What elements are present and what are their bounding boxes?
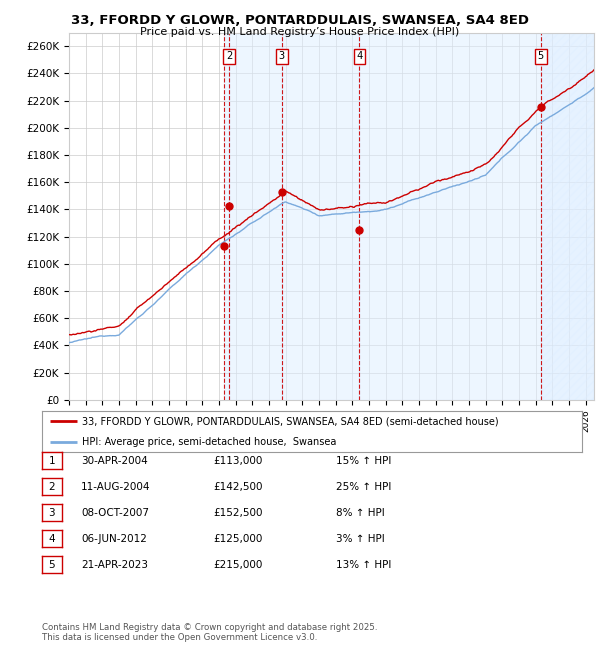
Text: 4: 4 <box>49 534 55 544</box>
Text: 15% ↑ HPI: 15% ↑ HPI <box>336 456 391 466</box>
Text: £125,000: £125,000 <box>213 534 262 544</box>
Text: 06-JUN-2012: 06-JUN-2012 <box>81 534 147 544</box>
Bar <box>282 32 359 400</box>
Text: 2: 2 <box>226 51 232 61</box>
Text: 08-OCT-2007: 08-OCT-2007 <box>81 508 149 518</box>
Text: Contains HM Land Registry data © Crown copyright and database right 2025.
This d: Contains HM Land Registry data © Crown c… <box>42 623 377 642</box>
Text: £142,500: £142,500 <box>213 482 263 492</box>
Text: 1: 1 <box>49 456 55 466</box>
Bar <box>541 32 594 400</box>
Text: 25% ↑ HPI: 25% ↑ HPI <box>336 482 391 492</box>
Text: 5: 5 <box>538 51 544 61</box>
Text: 13% ↑ HPI: 13% ↑ HPI <box>336 560 391 570</box>
Bar <box>224 32 229 400</box>
Text: Price paid vs. HM Land Registry’s House Price Index (HPI): Price paid vs. HM Land Registry’s House … <box>140 27 460 37</box>
Text: 3% ↑ HPI: 3% ↑ HPI <box>336 534 385 544</box>
Text: 8% ↑ HPI: 8% ↑ HPI <box>336 508 385 518</box>
Text: 4: 4 <box>356 51 362 61</box>
Bar <box>229 32 282 400</box>
Text: 33, FFORDD Y GLOWR, PONTARDDULAIS, SWANSEA, SA4 8ED: 33, FFORDD Y GLOWR, PONTARDDULAIS, SWANS… <box>71 14 529 27</box>
Text: 33, FFORDD Y GLOWR, PONTARDDULAIS, SWANSEA, SA4 8ED (semi-detached house): 33, FFORDD Y GLOWR, PONTARDDULAIS, SWANS… <box>83 416 499 426</box>
Text: £215,000: £215,000 <box>213 560 262 570</box>
Text: £152,500: £152,500 <box>213 508 263 518</box>
Text: 5: 5 <box>49 560 55 570</box>
Text: £113,000: £113,000 <box>213 456 262 466</box>
Text: 3: 3 <box>279 51 285 61</box>
Bar <box>541 32 594 400</box>
Text: 11-AUG-2004: 11-AUG-2004 <box>81 482 151 492</box>
Text: 21-APR-2023: 21-APR-2023 <box>81 560 148 570</box>
Text: 2: 2 <box>49 482 55 492</box>
Text: HPI: Average price, semi-detached house,  Swansea: HPI: Average price, semi-detached house,… <box>83 437 337 447</box>
Text: 3: 3 <box>49 508 55 518</box>
Text: 30-APR-2004: 30-APR-2004 <box>81 456 148 466</box>
Bar <box>359 32 541 400</box>
